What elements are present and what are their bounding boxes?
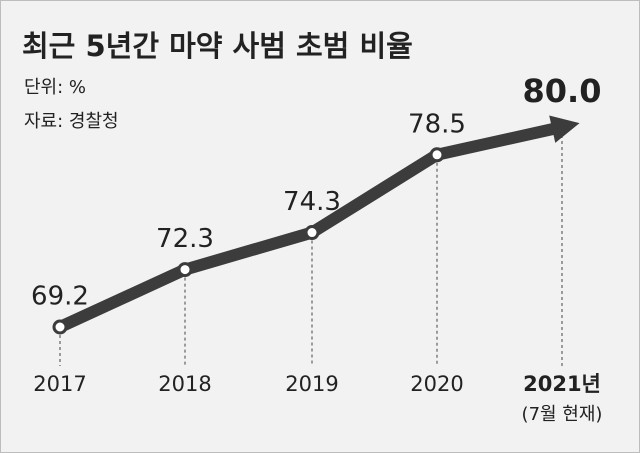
x-tick-note: (7월 현재)	[522, 404, 603, 425]
value-label: 69.2	[31, 282, 89, 312]
point	[52, 319, 68, 335]
chart-subtitle: 단위: %	[24, 77, 86, 98]
point	[429, 147, 445, 163]
x-tick-label: 2017	[33, 372, 86, 396]
point	[304, 225, 320, 241]
x-tick-label: 2021년	[523, 372, 601, 396]
value-label: 80.0	[523, 72, 602, 110]
x-tick-label: 2020	[410, 372, 463, 396]
point	[177, 262, 193, 278]
chart-source: 자료: 경찰청	[24, 111, 119, 132]
value-label: 78.5	[408, 109, 466, 139]
x-tick-label: 2018	[158, 372, 211, 396]
value-label: 74.3	[283, 187, 341, 217]
chart-title: 최근 5년간 마약 사범 초범 비율	[22, 29, 413, 63]
value-label: 72.3	[156, 224, 214, 254]
arrow-head	[549, 115, 580, 143]
x-tick-label: 2019	[285, 372, 338, 396]
